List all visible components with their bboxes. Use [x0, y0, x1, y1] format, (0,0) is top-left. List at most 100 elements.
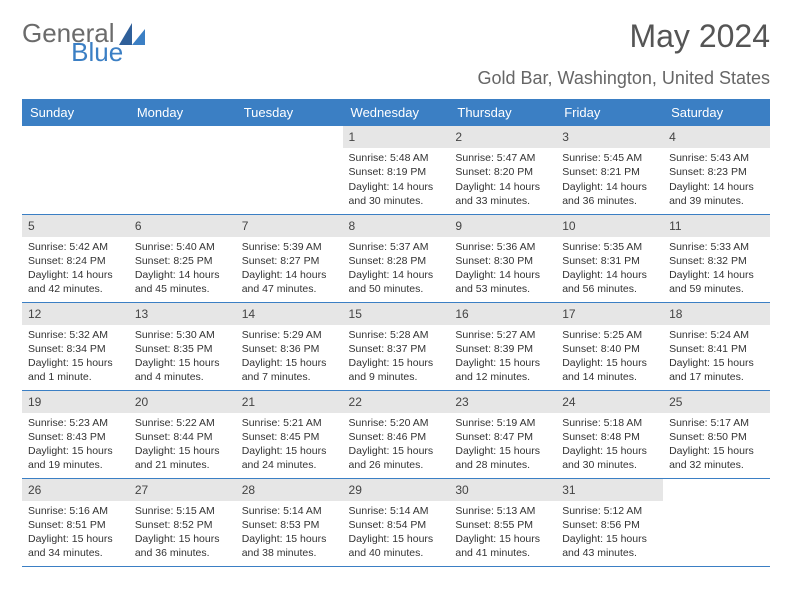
day-details: Sunrise: 5:32 AMSunset: 8:34 PMDaylight:…	[22, 325, 129, 389]
day-details: Sunrise: 5:35 AMSunset: 8:31 PMDaylight:…	[556, 237, 663, 301]
day-number: 3	[556, 126, 663, 148]
day-details: Sunrise: 5:19 AMSunset: 8:47 PMDaylight:…	[449, 413, 556, 477]
calendar-cell: 1Sunrise: 5:48 AMSunset: 8:19 PMDaylight…	[343, 126, 450, 214]
calendar-cell: 30Sunrise: 5:13 AMSunset: 8:55 PMDayligh…	[449, 478, 556, 566]
day-number: 17	[556, 303, 663, 325]
day-details: Sunrise: 5:47 AMSunset: 8:20 PMDaylight:…	[449, 148, 556, 212]
daylight-text: Daylight: 14 hours and 42 minutes.	[28, 268, 123, 296]
daylight-text: Daylight: 15 hours and 19 minutes.	[28, 444, 123, 472]
calendar-week-row: 5Sunrise: 5:42 AMSunset: 8:24 PMDaylight…	[22, 214, 770, 302]
sunrise-text: Sunrise: 5:33 AM	[669, 240, 764, 254]
sunrise-text: Sunrise: 5:14 AM	[349, 504, 444, 518]
sunset-text: Sunset: 8:19 PM	[349, 165, 444, 179]
day-details: Sunrise: 5:48 AMSunset: 8:19 PMDaylight:…	[343, 148, 450, 212]
day-number: 13	[129, 303, 236, 325]
calendar-week-row: 19Sunrise: 5:23 AMSunset: 8:43 PMDayligh…	[22, 390, 770, 478]
calendar-cell: 14Sunrise: 5:29 AMSunset: 8:36 PMDayligh…	[236, 302, 343, 390]
weekday-header: Wednesday	[343, 99, 450, 126]
daylight-text: Daylight: 15 hours and 21 minutes.	[135, 444, 230, 472]
calendar-cell: 9Sunrise: 5:36 AMSunset: 8:30 PMDaylight…	[449, 214, 556, 302]
calendar-cell	[663, 478, 770, 566]
sunrise-text: Sunrise: 5:24 AM	[669, 328, 764, 342]
sunrise-text: Sunrise: 5:21 AM	[242, 416, 337, 430]
sunrise-text: Sunrise: 5:30 AM	[135, 328, 230, 342]
daylight-text: Daylight: 14 hours and 36 minutes.	[562, 180, 657, 208]
calendar-cell: 3Sunrise: 5:45 AMSunset: 8:21 PMDaylight…	[556, 126, 663, 214]
day-details: Sunrise: 5:18 AMSunset: 8:48 PMDaylight:…	[556, 413, 663, 477]
sunrise-text: Sunrise: 5:22 AM	[135, 416, 230, 430]
daylight-text: Daylight: 14 hours and 53 minutes.	[455, 268, 550, 296]
day-details: Sunrise: 5:29 AMSunset: 8:36 PMDaylight:…	[236, 325, 343, 389]
sunrise-text: Sunrise: 5:42 AM	[28, 240, 123, 254]
day-details: Sunrise: 5:15 AMSunset: 8:52 PMDaylight:…	[129, 501, 236, 565]
sunset-text: Sunset: 8:43 PM	[28, 430, 123, 444]
weekday-header-row: SundayMondayTuesdayWednesdayThursdayFrid…	[22, 99, 770, 126]
calendar-cell: 6Sunrise: 5:40 AMSunset: 8:25 PMDaylight…	[129, 214, 236, 302]
daylight-text: Daylight: 15 hours and 40 minutes.	[349, 532, 444, 560]
day-details: Sunrise: 5:37 AMSunset: 8:28 PMDaylight:…	[343, 237, 450, 301]
sunset-text: Sunset: 8:44 PM	[135, 430, 230, 444]
weekday-header: Sunday	[22, 99, 129, 126]
sunset-text: Sunset: 8:53 PM	[242, 518, 337, 532]
calendar-week-row: 1Sunrise: 5:48 AMSunset: 8:19 PMDaylight…	[22, 126, 770, 214]
sunrise-text: Sunrise: 5:28 AM	[349, 328, 444, 342]
day-details: Sunrise: 5:13 AMSunset: 8:55 PMDaylight:…	[449, 501, 556, 565]
daylight-text: Daylight: 14 hours and 30 minutes.	[349, 180, 444, 208]
day-number: 19	[22, 391, 129, 413]
sunset-text: Sunset: 8:23 PM	[669, 165, 764, 179]
sunset-text: Sunset: 8:51 PM	[28, 518, 123, 532]
day-details: Sunrise: 5:30 AMSunset: 8:35 PMDaylight:…	[129, 325, 236, 389]
day-number: 29	[343, 479, 450, 501]
day-number: 16	[449, 303, 556, 325]
calendar-cell: 19 Sunrise: 5:23 AMSunset: 8:43 PMDayligh…	[22, 390, 129, 478]
day-details: Sunrise: 5:21 AMSunset: 8:45 PMDaylight:…	[236, 413, 343, 477]
sunset-text: Sunset: 8:56 PM	[562, 518, 657, 532]
calendar-cell: 13Sunrise: 5:30 AMSunset: 8:35 PMDayligh…	[129, 302, 236, 390]
sunset-text: Sunset: 8:35 PM	[135, 342, 230, 356]
sunrise-text: Sunrise: 5:36 AM	[455, 240, 550, 254]
sunset-text: Sunset: 8:52 PM	[135, 518, 230, 532]
day-details: Sunrise: 5:24 AMSunset: 8:41 PMDaylight:…	[663, 325, 770, 389]
day-details: Sunrise: 5:45 AMSunset: 8:21 PMDaylight:…	[556, 148, 663, 212]
sunset-text: Sunset: 8:50 PM	[669, 430, 764, 444]
daylight-text: Daylight: 15 hours and 1 minute.	[28, 356, 123, 384]
sunset-text: Sunset: 8:27 PM	[242, 254, 337, 268]
day-details: Sunrise: 5:27 AMSunset: 8:39 PMDaylight:…	[449, 325, 556, 389]
sunrise-text: Sunrise: 5:23 AM	[28, 416, 123, 430]
day-number: 18	[663, 303, 770, 325]
day-details: Sunrise: 5:43 AMSunset: 8:23 PMDaylight:…	[663, 148, 770, 212]
calendar-cell: 21Sunrise: 5:21 AMSunset: 8:45 PMDayligh…	[236, 390, 343, 478]
calendar-cell: 29Sunrise: 5:14 AMSunset: 8:54 PMDayligh…	[343, 478, 450, 566]
daylight-text: Daylight: 14 hours and 39 minutes.	[669, 180, 764, 208]
sunset-text: Sunset: 8:21 PM	[562, 165, 657, 179]
sunset-text: Sunset: 8:25 PM	[135, 254, 230, 268]
sunrise-text: Sunrise: 5:40 AM	[135, 240, 230, 254]
calendar-week-row: 12Sunrise: 5:32 AMSunset: 8:34 PMDayligh…	[22, 302, 770, 390]
weekday-header: Friday	[556, 99, 663, 126]
sunrise-text: Sunrise: 5:20 AM	[349, 416, 444, 430]
day-number: 11	[663, 215, 770, 237]
sunset-text: Sunset: 8:39 PM	[455, 342, 550, 356]
day-details: Sunrise: 5:14 AMSunset: 8:53 PMDaylight:…	[236, 501, 343, 565]
calendar-cell: 11Sunrise: 5:33 AMSunset: 8:32 PMDayligh…	[663, 214, 770, 302]
sunrise-text: Sunrise: 5:13 AM	[455, 504, 550, 518]
day-details: Sunrise: 5:42 AMSunset: 8:24 PMDaylight:…	[22, 237, 129, 301]
sunset-text: Sunset: 8:36 PM	[242, 342, 337, 356]
day-number: 22	[343, 391, 450, 413]
calendar-week-row: 26Sunrise: 5:16 AMSunset: 8:51 PMDayligh…	[22, 478, 770, 566]
calendar-cell: 20Sunrise: 5:22 AMSunset: 8:44 PMDayligh…	[129, 390, 236, 478]
day-details: Sunrise: 5:40 AMSunset: 8:25 PMDaylight:…	[129, 237, 236, 301]
sunset-text: Sunset: 8:37 PM	[349, 342, 444, 356]
daylight-text: Daylight: 14 hours and 59 minutes.	[669, 268, 764, 296]
sunrise-text: Sunrise: 5:18 AM	[562, 416, 657, 430]
sunset-text: Sunset: 8:24 PM	[28, 254, 123, 268]
calendar-cell: 10Sunrise: 5:35 AMSunset: 8:31 PMDayligh…	[556, 214, 663, 302]
sunrise-text: Sunrise: 5:29 AM	[242, 328, 337, 342]
weekday-header: Monday	[129, 99, 236, 126]
calendar-cell: 22Sunrise: 5:20 AMSunset: 8:46 PMDayligh…	[343, 390, 450, 478]
sunrise-text: Sunrise: 5:32 AM	[28, 328, 123, 342]
daylight-text: Daylight: 15 hours and 28 minutes.	[455, 444, 550, 472]
day-number: 15	[343, 303, 450, 325]
day-number: 1	[343, 126, 450, 148]
weekday-header: Thursday	[449, 99, 556, 126]
